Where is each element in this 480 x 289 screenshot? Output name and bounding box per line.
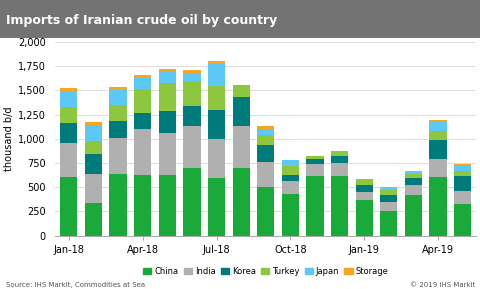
Bar bbox=[109, 121, 126, 138]
Bar bbox=[183, 70, 200, 73]
Bar bbox=[183, 168, 200, 236]
Bar bbox=[158, 83, 176, 111]
Bar bbox=[281, 160, 299, 166]
Bar bbox=[257, 187, 274, 236]
Bar bbox=[109, 90, 126, 105]
Bar bbox=[84, 122, 102, 125]
Bar bbox=[232, 126, 249, 168]
Bar bbox=[257, 145, 274, 162]
Bar bbox=[207, 64, 225, 86]
Bar bbox=[232, 97, 249, 126]
Bar bbox=[84, 141, 102, 154]
Bar bbox=[60, 142, 77, 177]
Bar bbox=[84, 174, 102, 203]
Bar bbox=[306, 164, 323, 177]
Bar bbox=[109, 87, 126, 90]
Bar bbox=[84, 203, 102, 236]
Bar bbox=[134, 89, 151, 113]
Bar bbox=[232, 86, 249, 97]
Bar bbox=[453, 164, 470, 165]
Bar bbox=[84, 125, 102, 141]
Bar bbox=[257, 129, 274, 135]
Bar bbox=[379, 195, 396, 202]
Bar bbox=[379, 190, 396, 195]
Bar bbox=[60, 88, 77, 91]
Bar bbox=[330, 156, 348, 163]
Bar bbox=[281, 166, 299, 175]
Bar bbox=[355, 192, 372, 200]
Bar bbox=[60, 123, 77, 142]
Bar bbox=[207, 139, 225, 178]
Bar bbox=[134, 129, 151, 175]
Bar bbox=[183, 81, 200, 106]
Bar bbox=[330, 151, 348, 156]
Bar bbox=[281, 175, 299, 181]
Bar bbox=[429, 131, 446, 140]
Bar bbox=[60, 91, 77, 107]
Bar bbox=[379, 202, 396, 211]
Bar bbox=[158, 134, 176, 175]
Bar bbox=[281, 181, 299, 194]
Bar bbox=[330, 163, 348, 175]
Bar bbox=[158, 175, 176, 236]
Text: Source: IHS Markit, Commodities at Sea: Source: IHS Markit, Commodities at Sea bbox=[6, 281, 144, 288]
Bar bbox=[158, 111, 176, 134]
Bar bbox=[429, 177, 446, 236]
Bar bbox=[134, 78, 151, 89]
Text: Imports of Iranian crude oil by country: Imports of Iranian crude oil by country bbox=[6, 14, 276, 27]
Bar bbox=[429, 120, 446, 121]
Bar bbox=[281, 194, 299, 236]
Bar bbox=[134, 113, 151, 129]
Bar bbox=[306, 159, 323, 164]
Bar bbox=[109, 138, 126, 174]
Bar bbox=[134, 175, 151, 236]
Bar bbox=[257, 162, 274, 187]
Bar bbox=[453, 203, 470, 236]
Bar bbox=[306, 177, 323, 236]
Bar bbox=[330, 175, 348, 236]
Bar bbox=[355, 185, 372, 192]
Bar bbox=[207, 110, 225, 139]
Bar bbox=[306, 156, 323, 159]
Bar bbox=[109, 174, 126, 236]
Bar bbox=[183, 73, 200, 81]
Bar bbox=[379, 211, 396, 236]
Bar bbox=[183, 106, 200, 126]
Bar bbox=[429, 159, 446, 177]
Bar bbox=[453, 177, 470, 191]
Bar bbox=[109, 105, 126, 121]
Bar bbox=[453, 191, 470, 203]
Bar bbox=[453, 171, 470, 177]
Legend: China, India, Korea, Turkey, Japan, Storage: China, India, Korea, Turkey, Japan, Stor… bbox=[143, 267, 387, 276]
Bar bbox=[207, 86, 225, 110]
Bar bbox=[257, 135, 274, 145]
Bar bbox=[60, 107, 77, 123]
Text: © 2019 IHS Markit: © 2019 IHS Markit bbox=[409, 281, 474, 288]
Y-axis label: thousand b/d: thousand b/d bbox=[3, 106, 13, 171]
Bar bbox=[232, 168, 249, 236]
Bar bbox=[404, 178, 421, 185]
Bar bbox=[207, 178, 225, 236]
Bar bbox=[404, 171, 421, 174]
Bar bbox=[429, 140, 446, 159]
Bar bbox=[257, 126, 274, 129]
Bar bbox=[158, 68, 176, 71]
Bar bbox=[429, 121, 446, 131]
Bar bbox=[183, 126, 200, 168]
Bar bbox=[355, 179, 372, 185]
Bar bbox=[404, 195, 421, 236]
Bar bbox=[404, 185, 421, 195]
Bar bbox=[404, 174, 421, 178]
Bar bbox=[207, 61, 225, 64]
Bar bbox=[158, 71, 176, 83]
Bar bbox=[379, 187, 396, 190]
Bar bbox=[453, 165, 470, 171]
Bar bbox=[84, 154, 102, 174]
Bar bbox=[355, 200, 372, 236]
Bar bbox=[60, 177, 77, 236]
Bar bbox=[134, 75, 151, 78]
